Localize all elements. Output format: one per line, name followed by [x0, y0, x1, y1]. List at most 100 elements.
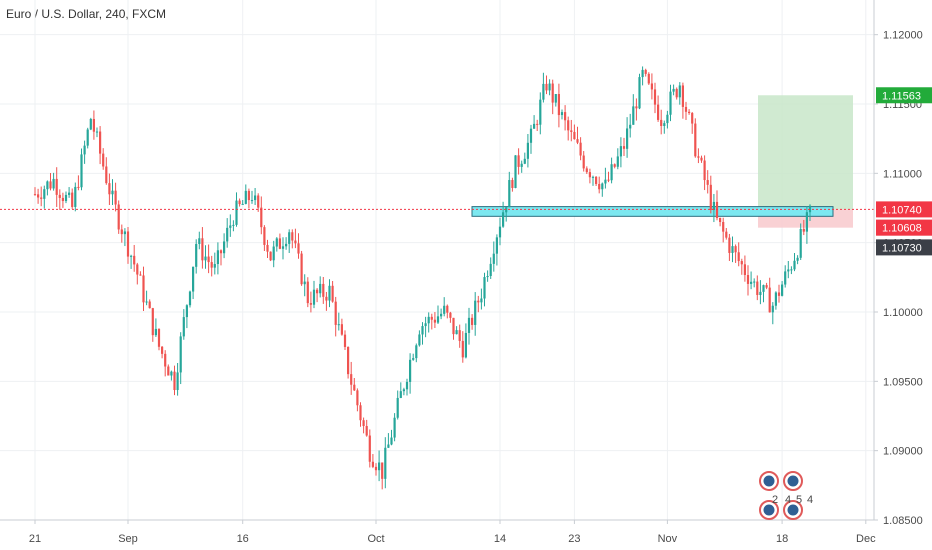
- candle-body: [529, 128, 533, 143]
- candle-body: [533, 123, 536, 129]
- candle-body: [616, 156, 619, 167]
- candle-body: [244, 190, 247, 204]
- candle-body: [737, 252, 740, 262]
- candle-body: [226, 227, 229, 242]
- candle-body: [440, 313, 443, 317]
- candle-body: [746, 275, 750, 284]
- candle-body: [89, 118, 92, 130]
- candle-body: [542, 83, 545, 100]
- candle-body: [536, 123, 539, 125]
- candle-body: [467, 317, 471, 333]
- candle-body: [774, 292, 777, 306]
- candle-body: [235, 200, 238, 225]
- candle-body: [182, 317, 185, 337]
- badge-digit: 4: [785, 494, 791, 506]
- candle-body: [278, 238, 281, 249]
- price-tick-label: 1.08500: [883, 515, 923, 527]
- candle-body: [102, 153, 105, 167]
- candle-body: [740, 261, 743, 265]
- candle-body: [688, 111, 691, 114]
- candle-body: [554, 94, 557, 103]
- candle-body: [743, 264, 746, 276]
- candle-body: [657, 104, 660, 120]
- line-price-label: 1.10740: [882, 204, 922, 216]
- candle-body: [427, 316, 430, 324]
- candle-body: [250, 200, 254, 202]
- candle-body: [331, 285, 334, 302]
- price-axis-background: [874, 0, 932, 550]
- candle-body: [275, 238, 278, 247]
- candle-body: [365, 426, 368, 436]
- candle-body: [151, 308, 154, 336]
- candle-body: [219, 250, 223, 254]
- candle-body: [123, 231, 126, 235]
- candle-body: [319, 283, 322, 294]
- candle-body: [133, 255, 136, 265]
- candle-body: [424, 323, 427, 327]
- candle-body: [551, 83, 554, 103]
- candle-body: [610, 164, 613, 181]
- candle-body: [585, 168, 588, 173]
- candle-body: [306, 281, 309, 304]
- candle-body: [731, 246, 734, 253]
- candle-body: [539, 99, 542, 125]
- candle-body: [498, 226, 502, 238]
- candle-body: [799, 228, 802, 258]
- candle-body: [192, 266, 195, 292]
- badge-digit: 4: [807, 494, 813, 506]
- line-price-tag: [876, 201, 932, 218]
- candle-body: [269, 251, 272, 261]
- candle-body: [114, 190, 117, 205]
- candle-body: [213, 264, 216, 268]
- candle-body: [80, 154, 83, 188]
- candle-body: [669, 91, 672, 115]
- candle-body: [464, 332, 467, 358]
- candle-body: [179, 336, 182, 373]
- candle-body: [126, 231, 130, 257]
- candle-body: [188, 291, 192, 306]
- candle-body: [607, 179, 610, 181]
- candle-body: [353, 384, 356, 391]
- candle-body: [418, 334, 421, 346]
- price-tick-label: 1.12000: [883, 30, 923, 42]
- candle-body: [644, 69, 647, 74]
- candle-body: [483, 277, 486, 299]
- candle-body: [715, 201, 719, 218]
- candle-body: [635, 106, 638, 109]
- candle-body: [325, 296, 328, 301]
- candle-body: [263, 227, 266, 245]
- candle-body: [405, 381, 409, 390]
- candle-body: [480, 298, 483, 303]
- candle-body: [567, 120, 570, 131]
- candle-body: [802, 228, 805, 232]
- candle-body: [582, 155, 585, 169]
- candle-body: [647, 73, 650, 84]
- position-zones: [471, 95, 853, 228]
- candle-body: [232, 224, 235, 226]
- candle-body: [337, 324, 340, 326]
- candle-body: [241, 203, 244, 205]
- candle-body: [303, 281, 306, 285]
- candle-body: [64, 194, 68, 202]
- price-tick-label: 1.10000: [883, 307, 923, 319]
- candle-body: [598, 183, 601, 190]
- candle-body: [436, 316, 440, 323]
- candle-body: [322, 283, 325, 297]
- candle-body: [709, 184, 712, 210]
- candle-body: [238, 200, 241, 205]
- candle-body: [697, 156, 700, 158]
- candle-body: [368, 435, 371, 462]
- candle-body: [523, 158, 526, 164]
- candle-body: [514, 155, 517, 188]
- candle-body: [734, 246, 737, 253]
- candle-body: [399, 391, 402, 398]
- candle-body: [356, 390, 359, 406]
- candle-body: [805, 212, 808, 232]
- candle-body: [421, 326, 424, 335]
- candle-body: [753, 281, 756, 283]
- candle-body: [347, 346, 350, 375]
- candle-body: [139, 274, 142, 276]
- time-tick-label: 14: [494, 533, 506, 545]
- candle-body: [781, 284, 784, 296]
